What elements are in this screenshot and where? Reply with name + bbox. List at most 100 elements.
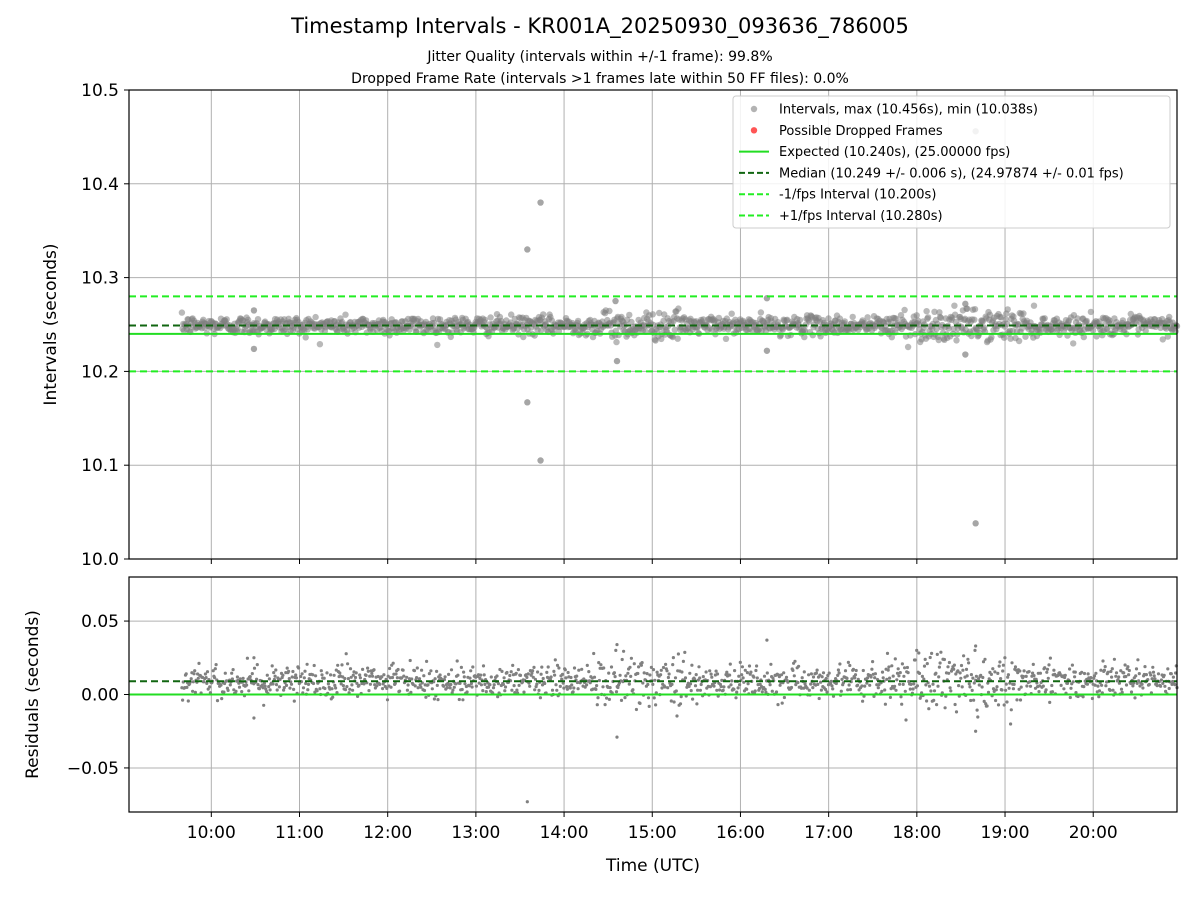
residual-point [780, 701, 784, 705]
residual-point [237, 685, 242, 689]
residual-point [250, 672, 254, 676]
residual-point [982, 699, 986, 704]
residual-point [533, 677, 538, 681]
x-tick-label: 16:00 [716, 823, 765, 843]
residual-point [1156, 672, 1161, 676]
residual-point [577, 668, 581, 672]
residual-point [896, 667, 900, 671]
residual-point [401, 668, 405, 672]
residual-point [1046, 676, 1050, 680]
residual-point [595, 684, 599, 688]
residual-point [708, 685, 713, 689]
residual-point [500, 669, 504, 674]
residual-point [636, 671, 640, 676]
residual-point [1006, 675, 1010, 679]
residual-point [394, 672, 398, 676]
residual-point [1155, 684, 1159, 688]
residual-point [981, 675, 985, 680]
residual-point [838, 662, 842, 666]
residual-point [484, 690, 488, 694]
legend-label: Expected (10.240s), (25.00000 fps) [779, 145, 1010, 160]
residual-point [539, 672, 543, 676]
residual-point [208, 685, 212, 689]
residual-point [260, 683, 264, 687]
residual-point [701, 675, 705, 679]
residual-point [498, 667, 502, 672]
residual-point [672, 700, 676, 704]
residual-point [695, 702, 699, 706]
residual-point [678, 702, 683, 706]
residual-point [252, 666, 257, 670]
residual-point [777, 675, 782, 679]
residual-point [546, 665, 550, 669]
residual-point [637, 665, 641, 669]
residual-point [816, 682, 820, 687]
residual-point [465, 690, 469, 694]
residual-point [985, 704, 989, 708]
residual-point [561, 681, 565, 685]
residual-point [991, 667, 995, 671]
intervals-panel: 10.0 10.1 10.2 10.3 10.4 10.5 Intervals (secon… [41, 81, 1181, 570]
residual-point [917, 651, 921, 655]
residual-point [553, 673, 557, 677]
residual-point [647, 704, 651, 709]
x-tick-label: 10:00 [187, 823, 236, 843]
residual-point [1093, 683, 1097, 687]
residual-point [868, 683, 872, 687]
residual-point [915, 684, 920, 688]
residual-point [715, 672, 720, 676]
residual-points [180, 638, 1179, 804]
residual-point [1101, 659, 1105, 663]
residual-point [231, 668, 235, 672]
residual-point [405, 688, 409, 692]
residual-point [331, 695, 335, 699]
residual-point [1099, 668, 1103, 672]
residual-point [1048, 700, 1052, 705]
residual-point [322, 676, 326, 680]
residual-point [653, 678, 657, 682]
residual-point [898, 682, 902, 686]
legend: Intervals, max (10.456s), min (10.038s) P… [732, 95, 1171, 229]
residual-point [381, 682, 385, 686]
residual-point [211, 669, 215, 673]
residual-point [1171, 679, 1175, 684]
residual-point [552, 669, 556, 674]
interval-outlier-point [962, 300, 969, 308]
residual-point [1082, 671, 1087, 676]
legend-label: Intervals, max (10.456s), min (10.038s) [779, 103, 1038, 118]
residual-point [568, 686, 572, 690]
residual-outlier-point [252, 656, 256, 660]
residual-point [1028, 684, 1033, 688]
residual-point [558, 684, 562, 689]
residual-point [805, 686, 809, 690]
residual-point [972, 681, 976, 685]
residual-point [960, 685, 964, 689]
residual-point [1117, 681, 1121, 685]
residual-point [819, 688, 824, 692]
residual-point [651, 682, 655, 687]
residual-point [732, 687, 736, 691]
residual-point [230, 677, 234, 681]
residual-point [340, 663, 344, 667]
residual-point [971, 676, 975, 680]
residual-point [1063, 673, 1067, 677]
residual-point [642, 671, 646, 675]
residual-point [995, 685, 999, 689]
residual-point [1129, 690, 1134, 694]
residual-point [1114, 674, 1118, 678]
legend-box [732, 95, 1171, 229]
residual-point [1009, 722, 1013, 726]
residual-point [640, 661, 644, 665]
residual-point [848, 688, 853, 692]
residual-point [1038, 671, 1042, 675]
residual-outlier-point [765, 638, 769, 642]
residual-point [288, 686, 292, 690]
residual-point [824, 676, 828, 681]
interval-point [933, 325, 940, 333]
residual-point [762, 674, 767, 678]
residual-point [299, 674, 303, 679]
residual-point [455, 659, 459, 663]
residual-point [654, 703, 658, 707]
residual-point [938, 661, 942, 665]
residual-point [562, 686, 566, 690]
